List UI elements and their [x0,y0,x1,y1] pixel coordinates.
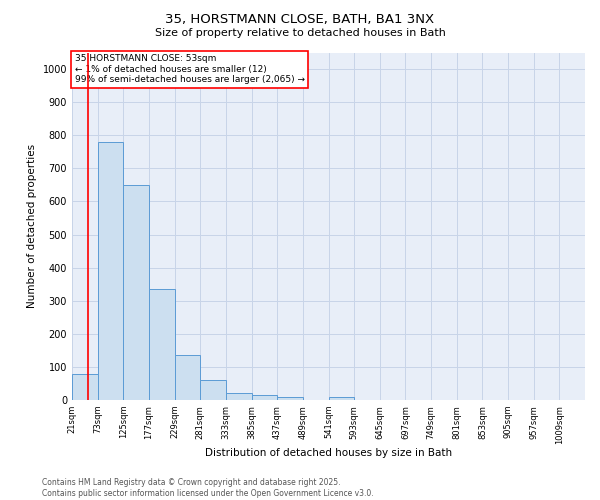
X-axis label: Distribution of detached houses by size in Bath: Distribution of detached houses by size … [205,448,452,458]
Bar [251,395,277,400]
Text: 35, HORSTMANN CLOSE, BATH, BA1 3NX: 35, HORSTMANN CLOSE, BATH, BA1 3NX [166,12,434,26]
Text: 35 HORSTMANN CLOSE: 53sqm
← 1% of detached houses are smaller (12)
99% of semi-d: 35 HORSTMANN CLOSE: 53sqm ← 1% of detach… [74,54,305,84]
Bar [226,392,251,400]
Text: Size of property relative to detached houses in Bath: Size of property relative to detached ho… [155,28,445,38]
Bar [277,398,303,400]
Bar [329,396,354,400]
Bar [98,142,124,400]
Bar [124,185,149,400]
Bar [149,289,175,400]
Bar [175,356,200,400]
Y-axis label: Number of detached properties: Number of detached properties [27,144,37,308]
Text: Contains HM Land Registry data © Crown copyright and database right 2025.
Contai: Contains HM Land Registry data © Crown c… [42,478,374,498]
Bar [72,374,98,400]
Bar [200,380,226,400]
